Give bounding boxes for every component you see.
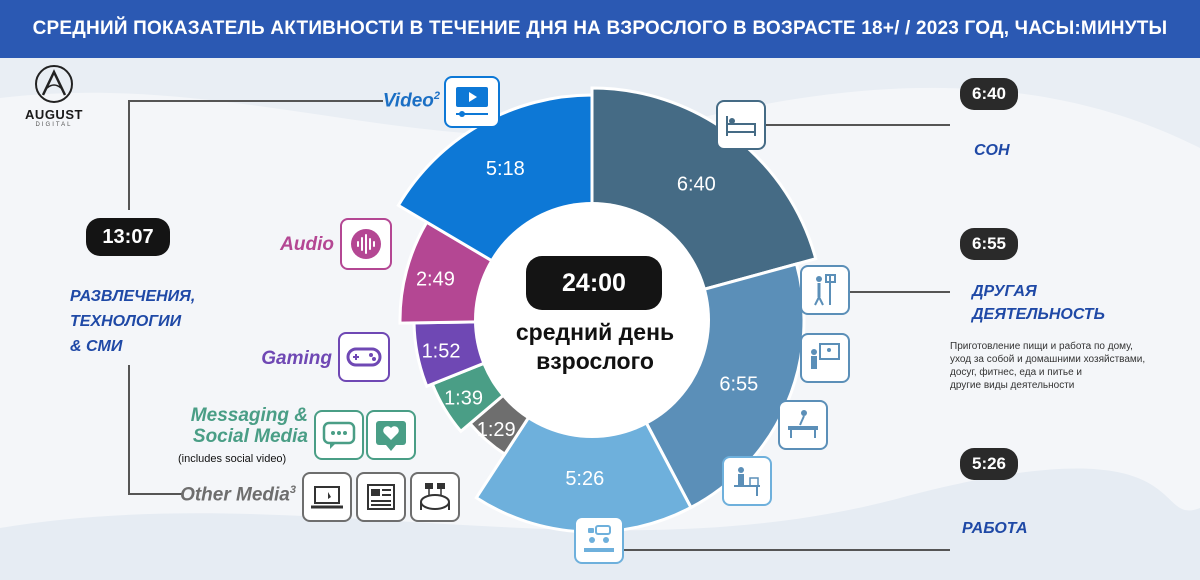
gamepad-icon [338, 332, 390, 382]
pie-slice-value-label: 1:39 [444, 387, 483, 409]
chart-slice-labels: 6:40 6:55 5:26 1:29 1:39 1:52 2:49 5:18 [416, 158, 758, 490]
other-media-label-text: Other Media [180, 484, 290, 506]
video-label-text: Video [382, 90, 434, 112]
sleep-label: СОН [974, 142, 1010, 159]
left-group-total-badge: 13:07 [86, 218, 170, 256]
center-caption-line1: средний день [515, 319, 675, 345]
messaging-label-line2: Social Media [192, 426, 308, 447]
sleep-value-badge: 6:40 [960, 78, 1018, 110]
work-connector [622, 549, 950, 551]
other-connector [850, 291, 950, 293]
pie-slice-value-label: 5:18 [486, 158, 525, 180]
work-value-badge: 5:26 [960, 448, 1018, 480]
messaging-label: Messaging & Social Media [150, 405, 308, 447]
logo-mark-icon [35, 65, 73, 103]
other-activity-description: Приготовление пищи и работа по дому, ухо… [950, 340, 1185, 392]
left-bracket-bottom [128, 493, 183, 495]
left-group-label-line3: & СМИ [70, 338, 123, 355]
center-caption-line2: взрослого [536, 348, 654, 374]
messaging-label-line1: Messaging & [190, 405, 308, 426]
work-label: РАБОТА [962, 520, 1028, 537]
other-activity-value-badge: 6:55 [960, 228, 1018, 260]
pie-slice-value-label: 6:40 [677, 173, 716, 195]
other-media-label: Other Media3 [150, 484, 296, 506]
gaming-label: Gaming [261, 348, 332, 369]
page-title: СРЕДНИЙ ПОКАЗАТЕЛЬ АКТИВНОСТИ В ТЕЧЕНИЕ … [0, 0, 1200, 58]
pie-slice-value-label: 1:52 [422, 340, 461, 362]
sleep-connector [765, 124, 950, 126]
video-label: Video2 [350, 90, 440, 112]
other-activity-desc-line4: другие виды деятельности [950, 380, 1075, 391]
left-group-label-line2: ТЕХНОЛОГИИ [70, 313, 182, 330]
left-group-label-line1: РАЗВЛЕЧЕНИЯ, [70, 288, 196, 305]
laptop-icon [302, 472, 352, 522]
painting-person-icon [800, 265, 850, 315]
other-activity-desc-line2: уход за собой и домашними хозяйствами, [950, 354, 1146, 365]
newspaper-icon [356, 472, 406, 522]
bed-icon [716, 100, 766, 150]
meeting-icon [574, 516, 624, 564]
massage-table-icon [778, 400, 828, 450]
pie-slice-value-label: 6:55 [719, 374, 758, 396]
stadium-icon [410, 472, 460, 522]
desk-person-icon [722, 456, 772, 506]
left-group-label: РАЗВЛЕЧЕНИЯ, ТЕХНОЛОГИИ & СМИ [70, 284, 195, 359]
other-activity-label: ДРУГАЯ ДЕЯТЕЛЬНОСТЬ [972, 280, 1105, 326]
other-activity-label-line1: ДРУГАЯ [972, 283, 1037, 300]
other-activity-desc-line1: Приготовление пищи и работа по дому, [950, 341, 1133, 352]
heart-bubble-icon [366, 410, 416, 460]
play-video-icon [444, 76, 500, 128]
pie-slice-value-label: 5:26 [565, 468, 604, 490]
messaging-note: (includes social video) [178, 453, 287, 465]
audio-label: Audio [280, 234, 334, 255]
left-bracket-vertical-bottom [128, 365, 130, 495]
audio-wave-icon [340, 218, 392, 270]
left-bracket-vertical-top [128, 100, 130, 210]
pie-slice-value-label: 1:29 [477, 419, 516, 441]
other-activity-desc-line3: досуг, фитнес, еда и питье и [950, 367, 1083, 378]
other-media-label-sup: 3 [289, 484, 296, 496]
video-label-sup: 2 [433, 90, 440, 102]
other-activity-label-line2: ДЕЯТЕЛЬНОСТЬ [972, 306, 1105, 323]
center-total-badge: 24:00 [526, 256, 662, 310]
left-bracket-top [128, 100, 383, 102]
logo-text: AUGUST [25, 107, 83, 122]
presentation-person-icon [800, 333, 850, 383]
center-caption: средний день взрослого [490, 318, 700, 376]
pie-slice-value-label: 2:49 [416, 268, 455, 290]
brand-logo: AUGUST DIGITAL [14, 64, 94, 128]
logo-subtext: DIGITAL [35, 122, 73, 128]
chat-bubble-icon [314, 410, 364, 460]
